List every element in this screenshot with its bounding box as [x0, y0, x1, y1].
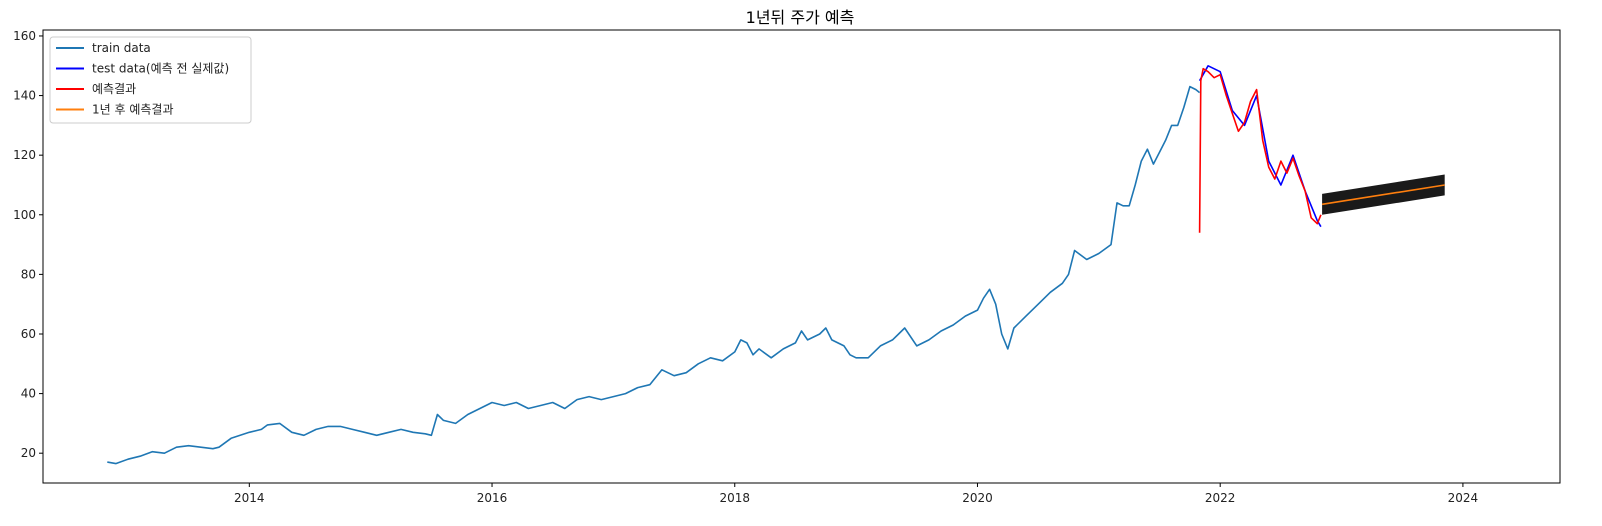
- chart-title: 1년뒤 주가 예측: [746, 8, 855, 27]
- y-tick-label: 20: [21, 446, 36, 460]
- plot-clip-group: [107, 65, 1445, 465]
- axes-frame: [42, 29, 1561, 484]
- legend: train data test data(예측 전 실제값) 예측결과 1년 후 예측…: [49, 36, 252, 124]
- x-tick-label: 2020: [962, 491, 993, 505]
- y-tick-label: 120: [13, 148, 36, 162]
- x-tick-label: 2022: [1205, 491, 1236, 505]
- y-tick-label: 60: [21, 327, 36, 341]
- series-line-4: [1321, 184, 1445, 206]
- series-line-2: [1198, 65, 1322, 228]
- x-tick-label: 2024: [1448, 491, 1479, 505]
- y-tick-label: 140: [13, 89, 36, 103]
- plot-area: [107, 65, 1445, 465]
- x-tick-label: 2014: [234, 491, 265, 505]
- x-tick-label: 2018: [719, 491, 750, 505]
- legend-label: 예측결과: [92, 82, 136, 96]
- y-tick-label: 40: [21, 387, 36, 401]
- legend-label: test data(예측 전 실제값): [92, 62, 229, 76]
- y-tick-label: 80: [21, 267, 36, 281]
- legend-label: 1년 후 예측결과: [92, 103, 174, 117]
- y-tick-label: 160: [13, 29, 36, 43]
- series-line-3: [1198, 67, 1322, 233]
- axes: 2014 2016 2018 2020 2022 2024 20 40 60 80 100 120 14…: [13, 29, 1561, 505]
- x-tick-label: 2016: [477, 491, 508, 505]
- legend-label: train data: [92, 41, 151, 55]
- legend-box: [49, 36, 252, 124]
- series-line-1: [107, 85, 1201, 465]
- y-tick-label: 100: [13, 208, 36, 222]
